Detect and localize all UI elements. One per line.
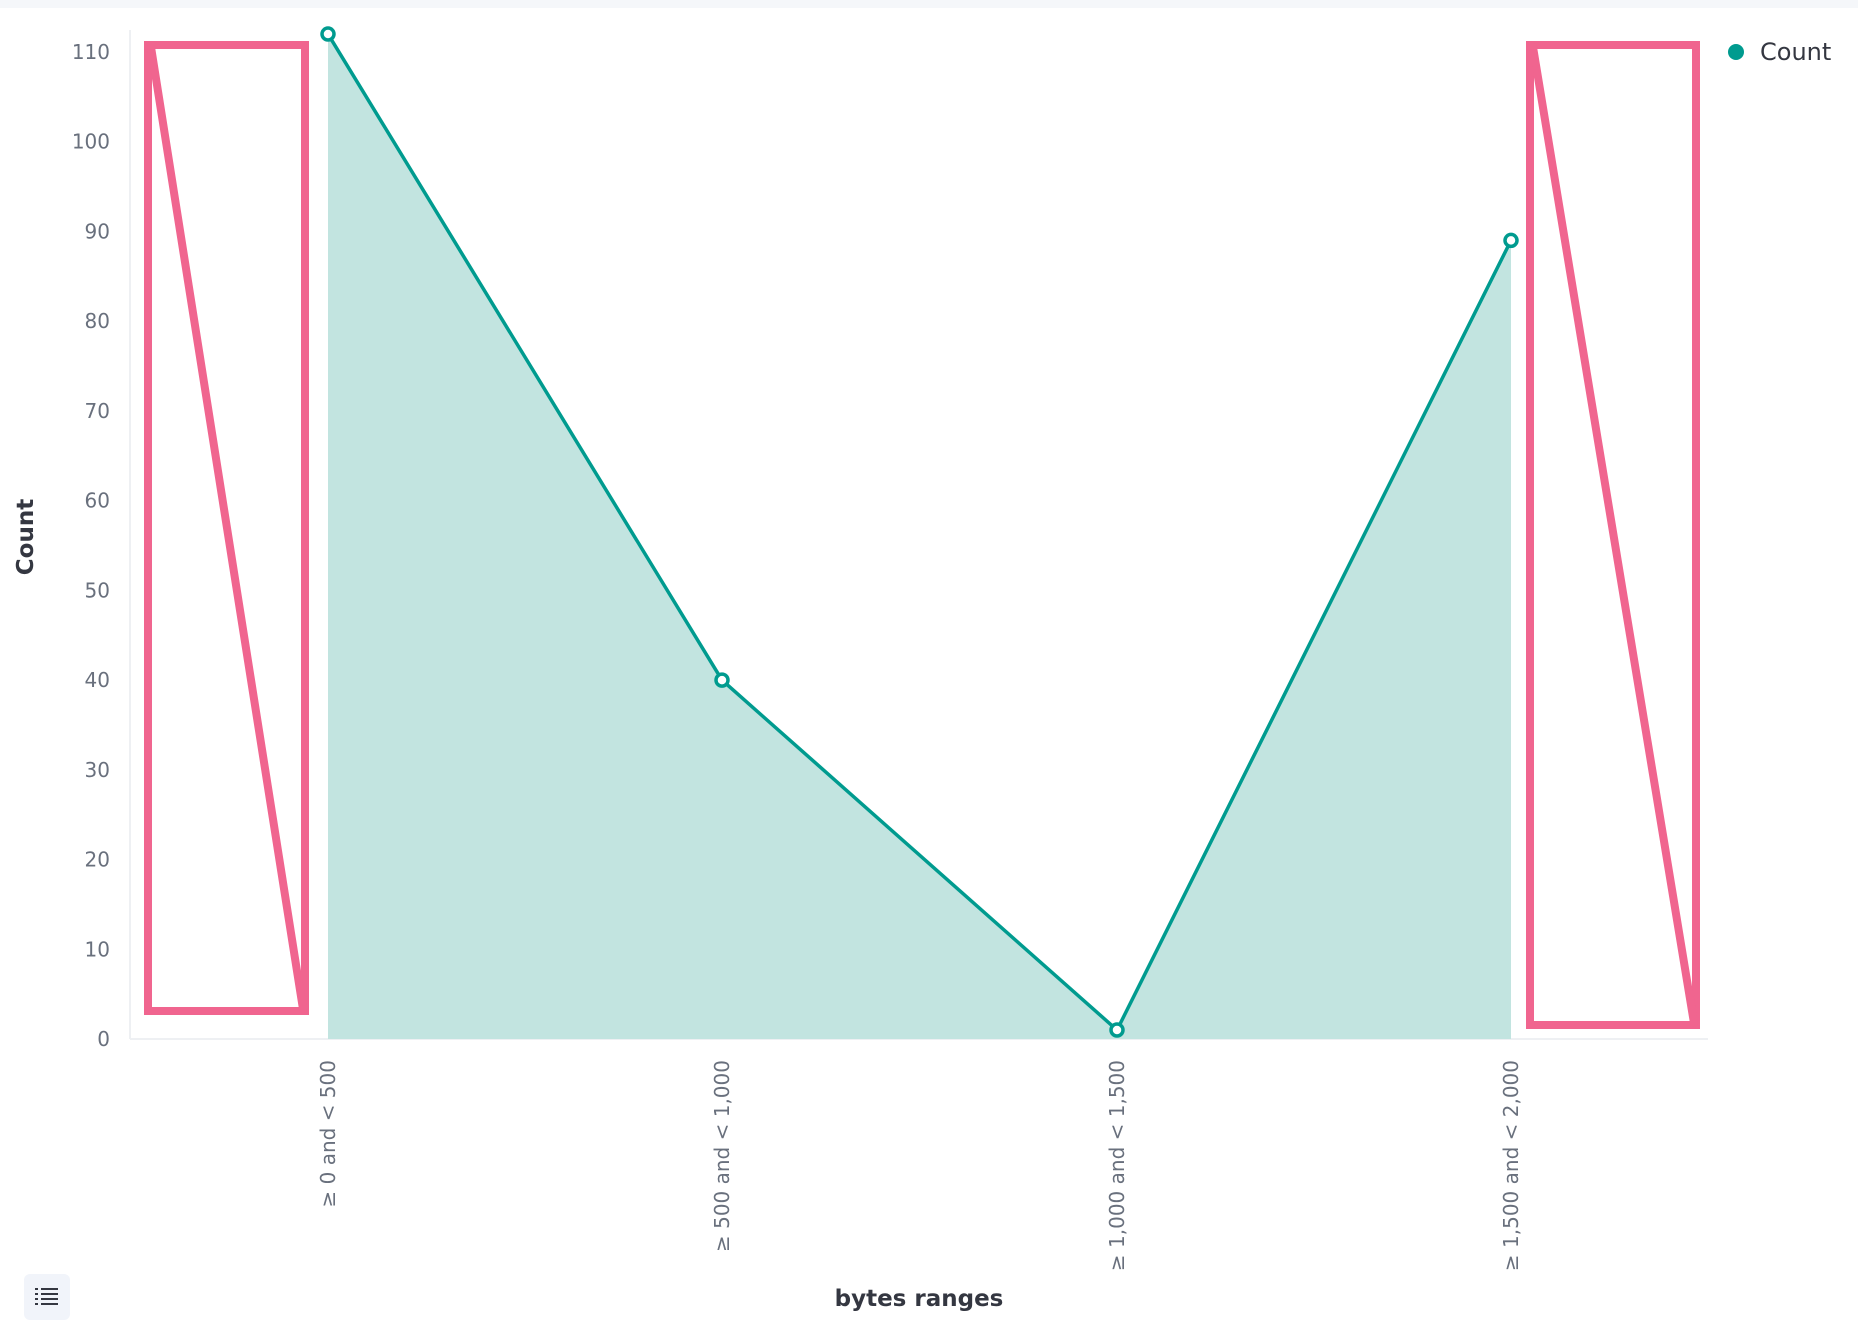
data-point-1[interactable] — [714, 672, 730, 688]
legend[interactable]: Count — [1728, 38, 1831, 66]
y-tick-label-40: 40 — [85, 668, 110, 692]
y-tick-label-60: 60 — [85, 489, 110, 513]
y-tick-label-80: 80 — [85, 309, 110, 333]
x-tick-label-2: ≥ 1,000 and < 1,500 — [1105, 1060, 1129, 1271]
list-icon — [35, 1288, 58, 1305]
series-line-count — [326, 33, 1513, 1033]
x-tick-label-0: ≥ 0 and < 500 — [316, 1060, 340, 1207]
highlight-box-left — [144, 41, 309, 1015]
y-tick-label-20: 20 — [85, 848, 110, 872]
annotation-highlights — [144, 41, 1700, 1029]
x-tick-label-3: ≥ 1,500 and < 2,000 — [1499, 1060, 1523, 1271]
top-strip — [0, 0, 1858, 8]
data-point-3[interactable] — [1503, 232, 1519, 249]
legend-label-count[interactable]: Count — [1760, 38, 1831, 66]
data-points — [320, 26, 1519, 1038]
y-tick-label-90: 90 — [85, 219, 110, 243]
y-tick-label-110: 110 — [72, 40, 110, 64]
series-area-count — [328, 34, 1511, 1039]
y-axis-title: Count — [13, 499, 39, 575]
highlight-box-right — [1526, 41, 1700, 1029]
y-tick-label-0: 0 — [97, 1027, 110, 1051]
y-axis-ticks: 0 10 20 30 40 50 60 70 80 90 100 110 — [72, 40, 110, 1051]
legend-toggle-button[interactable] — [24, 1274, 70, 1320]
y-tick-label-10: 10 — [85, 937, 110, 961]
x-axis-title: bytes ranges — [835, 1286, 1004, 1312]
y-tick-label-100: 100 — [72, 130, 110, 154]
data-point-2[interactable] — [1109, 1022, 1125, 1038]
highlight-box-left-diagonal — [147, 43, 307, 1013]
x-tick-label-1: ≥ 500 and < 1,000 — [710, 1060, 734, 1252]
y-tick-label-30: 30 — [85, 758, 110, 782]
y-tick-label-50: 50 — [85, 578, 110, 602]
highlight-box-right-diagonal — [1529, 43, 1698, 1027]
legend-swatch-count — [1728, 44, 1744, 60]
data-point-0[interactable] — [320, 26, 336, 42]
y-tick-label-70: 70 — [85, 399, 110, 423]
x-axis-ticks: ≥ 0 and < 500 ≥ 500 and < 1,000 ≥ 1,000 an… — [316, 1060, 1523, 1271]
